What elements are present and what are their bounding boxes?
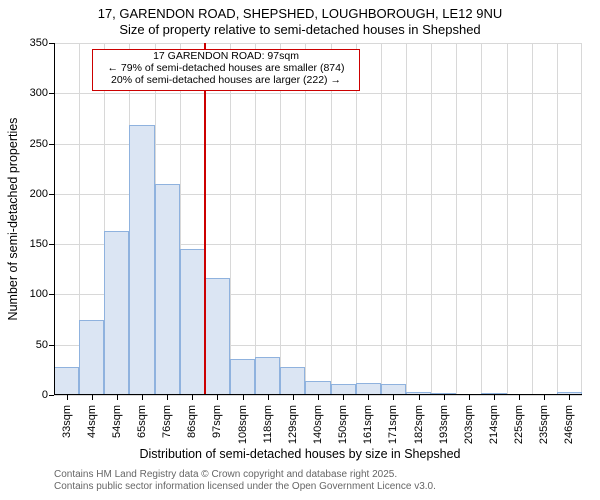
xtick-label: 235sqm: [538, 405, 550, 444]
xtick-label: 118sqm: [262, 405, 274, 443]
xtick-mark: [167, 395, 168, 400]
xtick-mark: [494, 395, 495, 400]
xtick-mark: [217, 395, 218, 400]
ytick-label: 100: [30, 288, 48, 300]
ytick-label: 350: [30, 37, 48, 49]
gridline-vertical: [532, 43, 533, 395]
histogram-bar: [155, 184, 180, 395]
xtick-label: 246sqm: [563, 405, 575, 444]
gridline-vertical: [230, 43, 231, 395]
xtick-label: 86sqm: [186, 405, 198, 438]
gridline-horizontal: [54, 93, 582, 94]
xtick-mark: [192, 395, 193, 400]
x-axis-line: [54, 394, 582, 395]
xtick-label: 171sqm: [387, 405, 399, 444]
xtick-mark: [393, 395, 394, 400]
xtick-label: 150sqm: [337, 405, 349, 444]
gridline-vertical: [381, 43, 382, 395]
gridline-vertical: [431, 43, 432, 395]
xtick-mark: [142, 395, 143, 400]
ytick-label: 0: [42, 389, 48, 401]
xtick-mark: [343, 395, 344, 400]
xtick-mark: [544, 395, 545, 400]
chart-title-line1: 17, GARENDON ROAD, SHEPSHED, LOUGHBOROUG…: [0, 6, 600, 21]
footer-attribution: Contains HM Land Registry data © Crown c…: [0, 469, 600, 493]
gridline-vertical: [481, 43, 482, 395]
y-axis-label: Number of semi-detached properties: [6, 118, 20, 321]
gridline-vertical: [406, 43, 407, 395]
chart-container: 17, GARENDON ROAD, SHEPSHED, LOUGHBOROUG…: [0, 0, 600, 500]
ytick-label: 150: [30, 238, 48, 250]
xtick-label: 33sqm: [61, 405, 73, 438]
xtick-label: 182sqm: [413, 405, 425, 444]
xtick-mark: [469, 395, 470, 400]
callout-line: 17 GARENDON ROAD: 97sqm: [93, 50, 359, 62]
gridline-vertical: [305, 43, 306, 395]
xtick-mark: [569, 395, 570, 400]
xtick-mark: [293, 395, 294, 400]
xtick-label: 54sqm: [111, 405, 123, 438]
xtick-label: 44sqm: [86, 405, 98, 438]
x-axis-label: Distribution of semi-detached houses by …: [0, 447, 600, 461]
chart-title-line2: Size of property relative to semi-detach…: [0, 22, 600, 37]
xtick-label: 65sqm: [136, 405, 148, 438]
ytick-label: 50: [36, 339, 48, 351]
histogram-bar: [104, 231, 129, 395]
ytick-mark: [49, 395, 54, 396]
xtick-mark: [67, 395, 68, 400]
xtick-mark: [243, 395, 244, 400]
callout-box: 17 GARENDON ROAD: 97sqm← 79% of semi-det…: [92, 49, 360, 91]
histogram-bar: [255, 357, 280, 395]
ytick-label: 250: [30, 138, 48, 150]
xtick-mark: [419, 395, 420, 400]
xtick-label: 225sqm: [513, 405, 525, 444]
histogram-bar: [230, 359, 255, 395]
xtick-label: 129sqm: [287, 405, 299, 444]
histogram-bar: [180, 249, 205, 395]
plot-area: 05010015020025030035033sqm44sqm54sqm65sq…: [54, 43, 582, 395]
xtick-label: 161sqm: [362, 405, 374, 444]
xtick-mark: [92, 395, 93, 400]
xtick-mark: [368, 395, 369, 400]
xtick-label: 76sqm: [161, 405, 173, 438]
gridline-vertical: [331, 43, 332, 395]
y-axis-line: [54, 43, 55, 395]
xtick-label: 193sqm: [438, 405, 450, 444]
callout-line: ← 79% of semi-detached houses are smalle…: [93, 62, 359, 74]
xtick-label: 203sqm: [463, 405, 475, 444]
xtick-mark: [444, 395, 445, 400]
gridline-vertical: [557, 43, 558, 395]
xtick-label: 140sqm: [312, 405, 324, 444]
histogram-bar: [54, 367, 79, 395]
callout-line: 20% of semi-detached houses are larger (…: [93, 74, 359, 86]
xtick-mark: [117, 395, 118, 400]
histogram-bar: [280, 367, 305, 395]
xtick-mark: [318, 395, 319, 400]
gridline-horizontal: [54, 43, 582, 44]
gridline-vertical: [356, 43, 357, 395]
gridline-vertical: [456, 43, 457, 395]
xtick-mark: [519, 395, 520, 400]
ytick-label: 200: [30, 188, 48, 200]
footer-line2: Contains public sector information licen…: [54, 481, 600, 493]
gridline-vertical: [581, 43, 582, 395]
xtick-label: 214sqm: [488, 405, 500, 444]
footer-line1: Contains HM Land Registry data © Crown c…: [54, 469, 600, 481]
gridline-vertical: [280, 43, 281, 395]
histogram-bar: [79, 320, 104, 395]
xtick-mark: [268, 395, 269, 400]
histogram-bar: [129, 125, 154, 395]
xtick-label: 108sqm: [237, 405, 249, 444]
histogram-bar: [205, 278, 230, 395]
gridline-vertical: [507, 43, 508, 395]
ytick-label: 300: [30, 87, 48, 99]
histogram-bar: [305, 381, 330, 395]
gridline-vertical: [255, 43, 256, 395]
property-marker-line: [204, 43, 206, 395]
xtick-label: 97sqm: [211, 405, 223, 438]
